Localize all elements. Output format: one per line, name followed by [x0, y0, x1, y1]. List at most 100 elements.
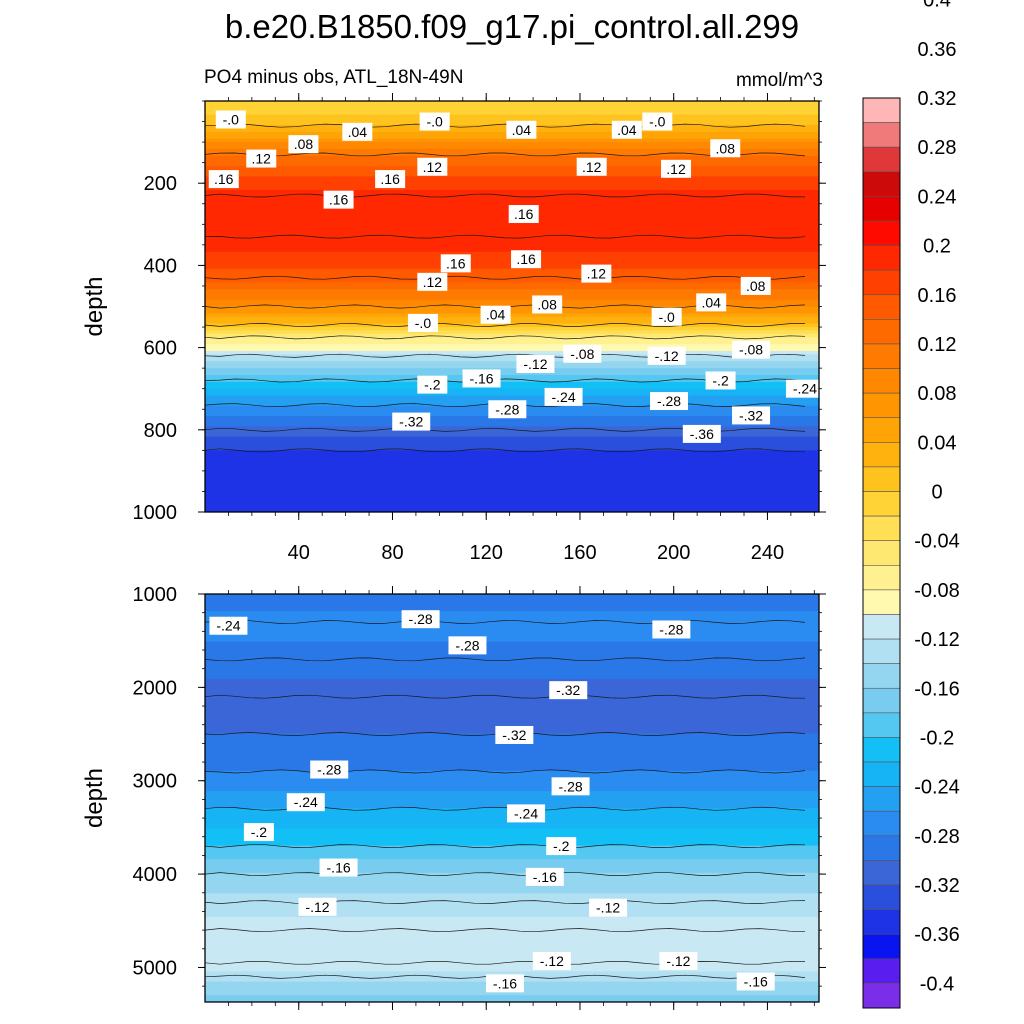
- colorbar-box: [862, 835, 901, 861]
- svg-text:.12: .12: [252, 151, 272, 167]
- upper-depth-band: [205, 344, 819, 349]
- upper-x-tick-label: 120: [470, 542, 503, 564]
- colorbar-box: [862, 392, 901, 419]
- svg-text:-.28: -.28: [455, 637, 479, 653]
- svg-text:-.0: -.0: [415, 315, 432, 331]
- lower-depth-band: [205, 934, 819, 938]
- upper-depth-band: [205, 193, 819, 198]
- svg-text:-.24: -.24: [514, 805, 538, 821]
- lower-depth-band: [205, 883, 819, 887]
- lower-depth-band: [205, 665, 819, 670]
- lower-depth-band: [205, 702, 819, 707]
- upper-contour-label: -.36: [682, 424, 721, 443]
- upper-x-tick-label: 240: [751, 542, 784, 564]
- lower-depth-band: [205, 655, 819, 660]
- lower-depth-band: [205, 658, 819, 663]
- colorbar-box: [862, 368, 901, 394]
- upper-depth-band: [205, 169, 819, 174]
- upper-depth-band: [205, 340, 819, 345]
- lower-depth-band: [205, 995, 819, 1000]
- lower-contour-line: [205, 620, 806, 624]
- lower-depth-band: [205, 641, 819, 646]
- lower-depth-band: [205, 787, 819, 792]
- upper-depth-band: [205, 152, 819, 157]
- colorbar-box: [862, 983, 901, 1009]
- colorbar-box: [862, 146, 901, 173]
- colorbar-box: [862, 933, 901, 960]
- colorbar-box: [862, 909, 901, 935]
- lower-depth-band: [205, 713, 819, 717]
- lower-depth-band: [205, 794, 819, 799]
- lower-depth-band: [205, 638, 819, 643]
- colorbar-frame: [862, 97, 901, 1009]
- upper-depth-band: [205, 429, 819, 434]
- upper-depth-band: [205, 477, 819, 482]
- upper-depth-band: [205, 419, 819, 424]
- upper-depth-band: [205, 172, 819, 177]
- lower-y-axis-label: depth: [81, 768, 108, 828]
- lower-depth-band: [205, 832, 819, 836]
- upper-y-tick-label: 800: [144, 420, 177, 442]
- lower-depth-band: [205, 849, 819, 853]
- upper-contour-label: -.28: [650, 392, 689, 411]
- colorbar-box: [862, 220, 901, 246]
- upper-contour-label: -.0: [419, 112, 450, 131]
- lower-contour-label: -.32: [549, 681, 588, 700]
- upper-depth-band: [205, 111, 819, 116]
- upper-depth-band: [205, 186, 819, 191]
- colorbar-box: [862, 319, 901, 345]
- upper-depth-band: [205, 101, 819, 106]
- upper-contour-label: -.08: [732, 340, 771, 359]
- lower-depth-band: [205, 913, 819, 918]
- upper-contour-label: .08: [532, 295, 563, 314]
- upper-depth-band: [205, 395, 819, 400]
- colorbar-box: [862, 860, 901, 886]
- lower-depth-band: [205, 611, 819, 615]
- upper-depth-band: [205, 450, 819, 455]
- upper-depth-band: [205, 241, 819, 246]
- lower-depth-band: [205, 879, 819, 884]
- upper-depth-band: [205, 306, 819, 311]
- upper-depth-band: [205, 371, 819, 376]
- lower-depth-band: [205, 719, 819, 724]
- upper-depth-band: [205, 474, 819, 479]
- upper-contour-line: [205, 275, 806, 280]
- upper-contour-label: .04: [696, 293, 727, 312]
- upper-depth-band: [205, 309, 819, 314]
- svg-text:-.28: -.28: [495, 401, 519, 417]
- svg-text:-.16: -.16: [493, 975, 517, 991]
- lower-depth-band: [205, 634, 819, 639]
- colorbar-box: [862, 196, 901, 222]
- colorbar-label: 0.16: [918, 285, 957, 307]
- lower-contour-label: -.24: [507, 804, 546, 823]
- lower-y-tick-label: 1000: [133, 584, 178, 606]
- lower-depth-band: [205, 645, 819, 649]
- svg-text:-.32: -.32: [399, 414, 423, 430]
- svg-text:-.28: -.28: [559, 778, 583, 794]
- lower-depth-band: [205, 842, 819, 847]
- lower-depth-band: [205, 991, 819, 996]
- upper-depth-band: [205, 354, 819, 359]
- lower-depth-band: [205, 859, 819, 864]
- lower-depth-band: [205, 784, 819, 789]
- lower-contour-label: -.12: [298, 897, 337, 916]
- upper-contour-label: -.24: [785, 379, 819, 398]
- upper-depth-band: [205, 446, 819, 451]
- upper-y-axis-label: depth: [81, 276, 108, 336]
- upper-contour-line: [205, 335, 806, 340]
- svg-text:.12: .12: [423, 274, 443, 290]
- upper-x-tick-label: 80: [381, 542, 403, 564]
- colorbar-label: -0.28: [914, 826, 960, 848]
- lower-depth-band: [205, 855, 819, 860]
- upper-depth-band: [205, 364, 819, 369]
- svg-text:-.24: -.24: [294, 794, 318, 810]
- svg-text:-.0: -.0: [223, 111, 240, 127]
- colorbar-label: 0.4: [923, 0, 951, 12]
- lower-contour-label: -.24: [209, 616, 248, 635]
- upper-contour-line: [205, 193, 805, 198]
- lower-depth-band: [205, 954, 819, 959]
- lower-frame: [204, 593, 820, 1003]
- colorbar-label: -0.04: [914, 531, 960, 553]
- lower-depth-band: [205, 910, 819, 915]
- lower-depth-band: [205, 917, 819, 921]
